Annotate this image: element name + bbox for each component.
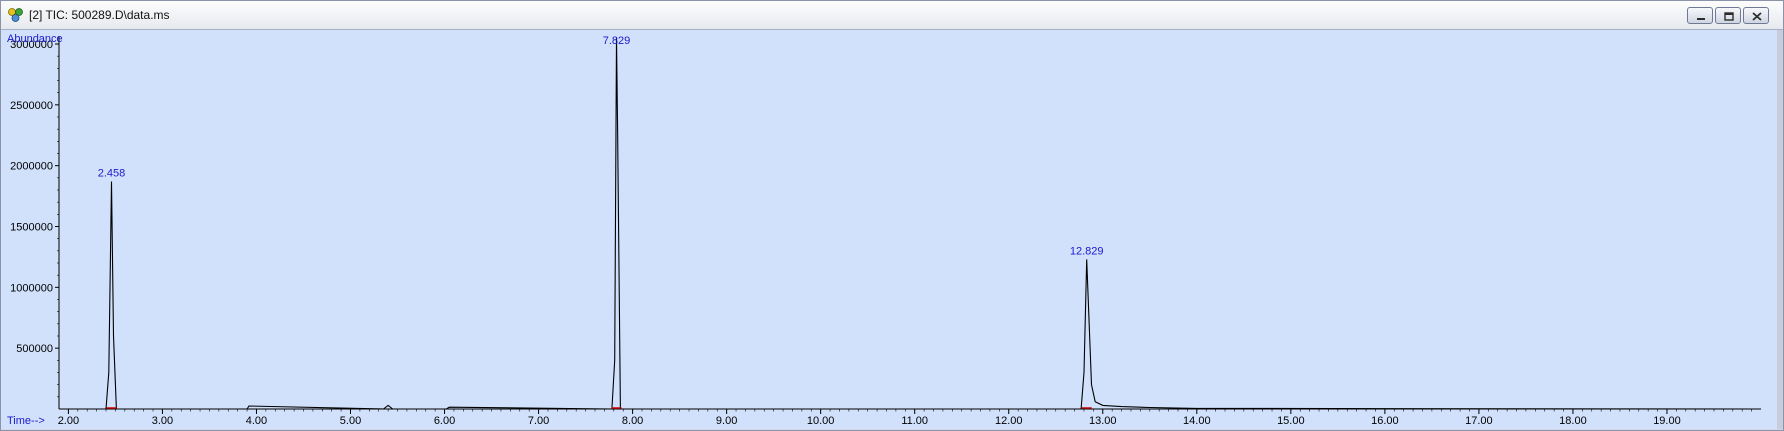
x-tick-label: 10.00 bbox=[807, 415, 835, 427]
tic-chart: 2.00 3.00 4.00 5.00 6.00 7.00 8.00 9.00 10.00 11.… bbox=[7, 33, 1762, 427]
app-icon bbox=[8, 8, 23, 22]
x-tick-label: 15.00 bbox=[1277, 415, 1305, 427]
x-tick-label: 14.00 bbox=[1183, 415, 1211, 427]
peak-labels: 2.458 7.829 12.829 bbox=[98, 35, 1104, 409]
x-tick-label: 11.00 bbox=[901, 415, 928, 427]
x-tick-label: 18.00 bbox=[1559, 415, 1587, 427]
restore-icon bbox=[1724, 12, 1734, 21]
x-tick-label: 12.00 bbox=[995, 415, 1023, 427]
x-tick-label: 7.00 bbox=[528, 415, 549, 427]
peak-label: 2.458 bbox=[98, 167, 126, 179]
title-bar[interactable]: [2] TIC: 500289.D\data.ms bbox=[1, 1, 1783, 30]
x-tick-label: 2.00 bbox=[58, 415, 79, 427]
peak-label: 7.829 bbox=[603, 35, 631, 47]
y-tick-label: 1000000 bbox=[10, 282, 53, 294]
x-tick-label: 4.00 bbox=[246, 415, 267, 427]
x-tick-label: 5.00 bbox=[340, 415, 361, 427]
y-tick-label: 3000000 bbox=[10, 39, 53, 51]
x-tick-label: 9.00 bbox=[716, 415, 737, 427]
peak-label: 12.829 bbox=[1070, 245, 1104, 257]
y-tick-label: 500000 bbox=[16, 343, 53, 355]
right-edge bbox=[1777, 30, 1783, 429]
minimize-button[interactable] bbox=[1687, 7, 1713, 24]
x-tick-label: 3.00 bbox=[152, 415, 173, 427]
chromatogram-plot[interactable]: 2.00 3.00 4.00 5.00 6.00 7.00 8.00 9.00 10.00 11.… bbox=[1, 30, 1778, 429]
y-axis-label: Abundance bbox=[7, 33, 63, 45]
x-tick-label: 16.00 bbox=[1371, 415, 1399, 427]
x-tick-label: 19.00 bbox=[1653, 415, 1681, 427]
x-axis-label: Time--> bbox=[7, 415, 45, 427]
ticks: 2.00 3.00 4.00 5.00 6.00 7.00 8.00 9.00 10.00 11.… bbox=[10, 39, 1752, 427]
close-icon bbox=[1752, 12, 1762, 21]
tic-trace bbox=[59, 37, 1762, 410]
x-tick-label: 13.00 bbox=[1089, 415, 1117, 427]
restore-button[interactable] bbox=[1715, 7, 1741, 24]
x-tick-label: 17.00 bbox=[1465, 415, 1493, 427]
close-button[interactable] bbox=[1743, 7, 1769, 24]
minimize-icon bbox=[1697, 18, 1705, 20]
x-tick-label: 6.00 bbox=[434, 415, 455, 427]
x-tick-label: 8.00 bbox=[622, 415, 643, 427]
y-tick-label: 2500000 bbox=[10, 100, 53, 112]
y-tick-label: 1500000 bbox=[10, 222, 53, 234]
y-tick-label: 2000000 bbox=[10, 161, 53, 173]
window-title: [2] TIC: 500289.D\data.ms bbox=[29, 8, 170, 22]
axes bbox=[58, 36, 1761, 410]
